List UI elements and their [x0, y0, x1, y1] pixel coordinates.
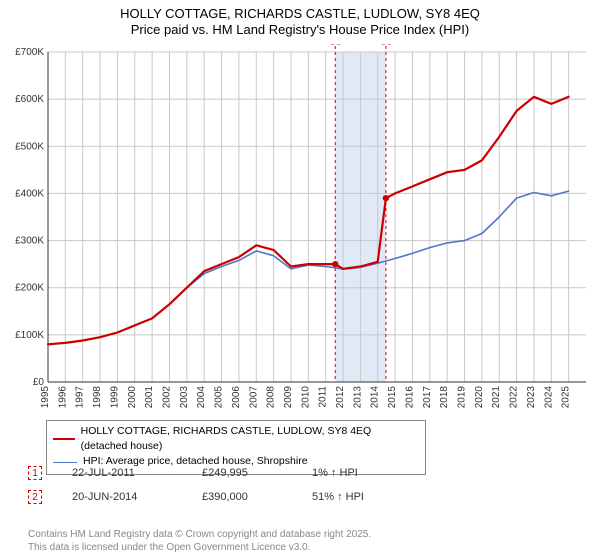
svg-text:2012: 2012	[335, 386, 346, 409]
svg-text:1996: 1996	[57, 386, 68, 409]
svg-text:2004: 2004	[196, 386, 207, 409]
svg-text:2008: 2008	[266, 386, 277, 409]
legend-item-property: HOLLY COTTAGE, RICHARDS CASTLE, LUDLOW, …	[53, 424, 419, 454]
svg-text:2014: 2014	[370, 386, 381, 409]
svg-text:2024: 2024	[543, 386, 554, 409]
footer-line-1: Contains HM Land Registry data © Crown c…	[28, 529, 371, 542]
sale-marker-2: 2	[28, 490, 42, 504]
svg-text:1995: 1995	[40, 386, 51, 409]
svg-text:2025: 2025	[561, 386, 572, 409]
svg-text:2023: 2023	[526, 386, 537, 409]
svg-text:2009: 2009	[283, 386, 294, 409]
svg-text:£500K: £500K	[15, 141, 44, 152]
sale-date-2: 20-JUN-2014	[72, 491, 172, 503]
svg-text:2019: 2019	[457, 386, 468, 409]
svg-text:£100K: £100K	[15, 330, 44, 341]
chart-container: HOLLY COTTAGE, RICHARDS CASTLE, LUDLOW, …	[0, 0, 600, 560]
title-line-2: Price paid vs. HM Land Registry's House …	[0, 22, 600, 38]
sale-row-2: 2 20-JUN-2014 £390,000 51% ↑ HPI	[28, 490, 402, 504]
svg-text:2015: 2015	[387, 386, 398, 409]
svg-text:2000: 2000	[127, 386, 138, 409]
svg-text:2003: 2003	[179, 386, 190, 409]
legend-label-property: HOLLY COTTAGE, RICHARDS CASTLE, LUDLOW, …	[81, 424, 419, 454]
legend-swatch-property	[53, 438, 75, 440]
sale-row-1: 1 22-JUL-2011 £249,995 1% ↑ HPI	[28, 466, 402, 480]
svg-text:£200K: £200K	[15, 283, 44, 294]
svg-text:2002: 2002	[161, 386, 172, 409]
svg-text:2005: 2005	[214, 386, 225, 409]
svg-text:2017: 2017	[422, 386, 433, 409]
sale-delta-2: 51% ↑ HPI	[312, 491, 402, 503]
svg-text:£700K: £700K	[15, 47, 44, 58]
svg-text:2022: 2022	[509, 386, 520, 409]
svg-text:2020: 2020	[474, 386, 485, 409]
sale-delta-1: 1% ↑ HPI	[312, 467, 402, 479]
sale-price-2: £390,000	[202, 491, 282, 503]
footer-note: Contains HM Land Registry data © Crown c…	[28, 529, 371, 554]
svg-text:2001: 2001	[144, 386, 155, 409]
svg-text:1999: 1999	[109, 386, 120, 409]
svg-text:2011: 2011	[318, 386, 329, 408]
price-chart-svg: £0£100K£200K£300K£400K£500K£600K£700K199…	[8, 44, 592, 412]
title-line-1: HOLLY COTTAGE, RICHARDS CASTLE, LUDLOW, …	[0, 6, 600, 22]
svg-text:2006: 2006	[231, 386, 242, 409]
svg-text:2007: 2007	[248, 386, 259, 409]
svg-text:2021: 2021	[491, 386, 502, 409]
footer-line-2: This data is licensed under the Open Gov…	[28, 542, 371, 555]
svg-text:2016: 2016	[404, 386, 415, 409]
legend-swatch-hpi	[53, 462, 77, 463]
chart-area: £0£100K£200K£300K£400K£500K£600K£700K199…	[8, 44, 592, 412]
sale-price-1: £249,995	[202, 467, 282, 479]
svg-text:2018: 2018	[439, 386, 450, 409]
title-block: HOLLY COTTAGE, RICHARDS CASTLE, LUDLOW, …	[0, 0, 600, 39]
sale-marker-1: 1	[28, 466, 42, 480]
svg-text:£400K: £400K	[15, 188, 44, 199]
svg-text:2013: 2013	[352, 386, 363, 409]
sale-date-1: 22-JUL-2011	[72, 467, 172, 479]
svg-text:2010: 2010	[300, 386, 311, 409]
svg-text:1997: 1997	[75, 386, 86, 409]
svg-text:£600K: £600K	[15, 94, 44, 105]
svg-text:1998: 1998	[92, 386, 103, 409]
svg-text:£300K: £300K	[15, 236, 44, 247]
